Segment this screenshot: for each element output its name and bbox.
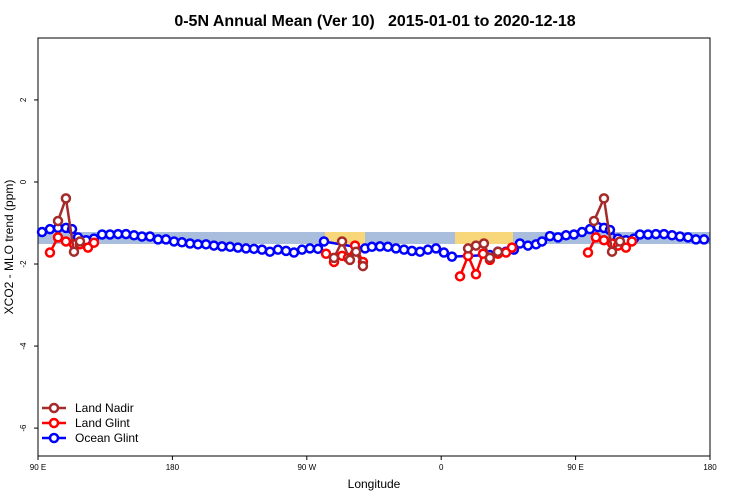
point bbox=[552, 232, 564, 243]
point bbox=[344, 254, 356, 266]
point bbox=[52, 232, 64, 243]
point bbox=[44, 223, 56, 235]
point bbox=[582, 247, 594, 258]
point bbox=[176, 237, 188, 248]
legend-label: Land Glint bbox=[75, 416, 130, 430]
legend-label: Land Nadir bbox=[75, 401, 134, 415]
point bbox=[192, 239, 204, 250]
point bbox=[216, 241, 228, 252]
point bbox=[248, 243, 260, 255]
y-tick-label: -6 bbox=[19, 424, 28, 432]
point bbox=[296, 244, 308, 255]
point bbox=[60, 236, 72, 247]
x-tick-label: 90 W bbox=[297, 463, 316, 472]
legend-label: Ocean Glint bbox=[75, 431, 139, 445]
series bbox=[52, 193, 626, 272]
point bbox=[430, 243, 442, 254]
point bbox=[438, 247, 450, 258]
point bbox=[336, 236, 348, 247]
point bbox=[208, 240, 220, 251]
point bbox=[650, 228, 662, 240]
y-axis-label: XCO2 - MLO trend (ppm) bbox=[2, 180, 16, 315]
point bbox=[382, 241, 394, 253]
point bbox=[568, 229, 580, 240]
point bbox=[514, 238, 526, 249]
point bbox=[320, 248, 332, 260]
point bbox=[144, 231, 156, 242]
point bbox=[446, 251, 458, 262]
point bbox=[588, 215, 600, 227]
point bbox=[160, 234, 172, 245]
point bbox=[584, 223, 596, 235]
point bbox=[390, 243, 402, 254]
point bbox=[470, 269, 482, 280]
point bbox=[272, 244, 284, 255]
legend-marker bbox=[48, 432, 60, 444]
point bbox=[357, 260, 369, 272]
y-tick-label: 2 bbox=[19, 97, 28, 102]
point bbox=[74, 236, 86, 247]
point bbox=[288, 247, 300, 258]
point bbox=[484, 252, 496, 264]
point bbox=[398, 244, 410, 255]
x-tick-label: 180 bbox=[703, 463, 717, 472]
point bbox=[598, 234, 610, 246]
y-tick-label: 0 bbox=[19, 179, 28, 184]
point bbox=[136, 231, 148, 242]
point bbox=[454, 271, 466, 282]
point bbox=[590, 232, 602, 243]
point bbox=[200, 239, 212, 250]
series bbox=[36, 221, 710, 262]
legend-marker bbox=[48, 402, 60, 414]
point bbox=[350, 246, 362, 257]
point bbox=[620, 242, 632, 253]
point bbox=[536, 236, 548, 247]
chart-title: 0-5N Annual Mean (Ver 10) 2015-01-01 to … bbox=[174, 13, 575, 30]
point bbox=[606, 246, 618, 257]
point bbox=[478, 238, 490, 249]
point bbox=[544, 230, 556, 242]
y-tick-label: -4 bbox=[19, 342, 28, 350]
point bbox=[698, 234, 710, 245]
x-tick-label: 0 bbox=[439, 463, 444, 472]
point bbox=[666, 230, 678, 241]
point bbox=[328, 252, 340, 264]
point bbox=[60, 193, 72, 204]
point bbox=[318, 236, 330, 247]
plot-frame bbox=[37, 37, 711, 457]
point bbox=[44, 247, 56, 258]
point bbox=[626, 236, 638, 247]
point bbox=[88, 237, 100, 248]
point bbox=[264, 246, 276, 257]
x-tick-label: 90 E bbox=[30, 463, 46, 472]
point bbox=[598, 193, 610, 204]
land-band bbox=[455, 232, 513, 244]
point bbox=[128, 230, 140, 241]
point bbox=[120, 228, 132, 240]
point bbox=[674, 231, 686, 242]
y-tick-label: -2 bbox=[19, 260, 28, 268]
point bbox=[68, 246, 80, 257]
x-tick-label: 180 bbox=[166, 463, 180, 472]
point bbox=[52, 215, 64, 227]
legend-marker bbox=[48, 417, 60, 429]
point bbox=[658, 228, 670, 240]
point bbox=[366, 241, 378, 253]
point bbox=[422, 244, 434, 255]
point bbox=[312, 243, 324, 255]
point bbox=[492, 246, 504, 257]
point bbox=[506, 242, 518, 253]
x-tick-label: 90 E bbox=[567, 463, 583, 472]
point bbox=[690, 234, 702, 245]
x-axis-label: Longitude bbox=[348, 477, 401, 491]
point bbox=[634, 229, 646, 240]
point bbox=[406, 245, 418, 257]
point bbox=[104, 229, 116, 240]
point bbox=[522, 240, 534, 251]
point bbox=[614, 236, 626, 247]
point bbox=[232, 242, 244, 253]
point bbox=[304, 243, 316, 254]
